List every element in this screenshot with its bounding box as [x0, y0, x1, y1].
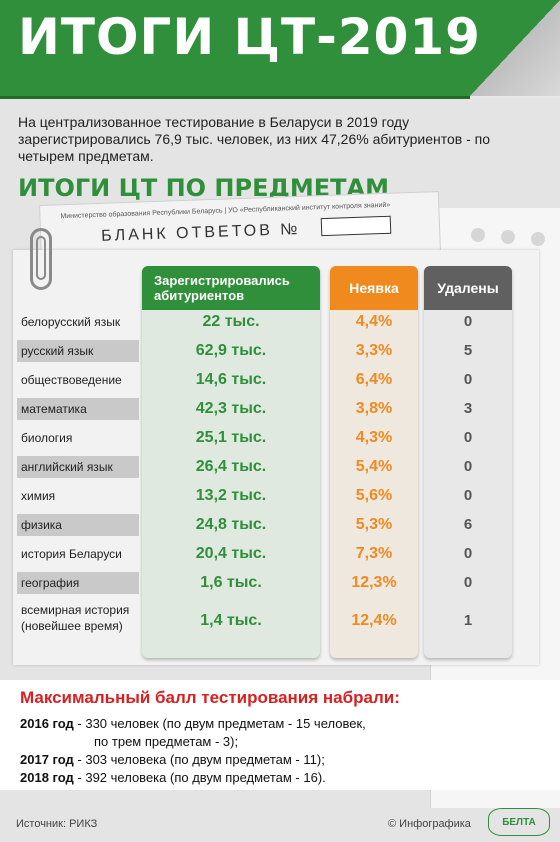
- absent-value: 12,3%: [351, 574, 397, 591]
- table-row: физика 24,8 тыс. 5,3% 6: [13, 512, 539, 541]
- sheet-hole: [471, 228, 485, 242]
- subject-name: химия: [21, 489, 56, 503]
- absent-value: 4,3%: [355, 429, 393, 446]
- registered-value: 14,6 тыс.: [195, 371, 267, 388]
- subject-name: физика: [21, 518, 62, 532]
- intro-text: На централизованное тестирование в Белар…: [18, 114, 491, 164]
- registered-value: 1,6 тыс.: [200, 574, 262, 591]
- sheet-hole: [531, 232, 545, 246]
- subject-name: обществоведение: [21, 373, 122, 387]
- absent-value: 3,8%: [355, 400, 393, 417]
- absent-value: 5,4%: [355, 458, 393, 475]
- removed-column: [424, 266, 512, 658]
- row-highlight: [17, 572, 139, 594]
- registered-value: 22 тыс.: [202, 313, 260, 330]
- registered-value: 1,4 тыс.: [200, 612, 262, 629]
- removed-value: 0: [463, 371, 473, 388]
- registered-column: [142, 266, 320, 658]
- max-score-text: - 330 человек (по двум предметам - 15 че…: [73, 716, 366, 731]
- title-band: [0, 0, 470, 96]
- table-row: география 1,6 тыс. 12,3% 0: [13, 570, 539, 599]
- row-highlight: [17, 456, 139, 478]
- table-row: химия 13,2 тыс. 5,6% 0: [13, 483, 539, 512]
- absent-value: 7,3%: [355, 545, 393, 562]
- max-score-line: по трем предметам - 3);: [94, 734, 238, 749]
- title-corner: [470, 0, 560, 96]
- subject-name: русский язык: [21, 344, 94, 358]
- row-highlight: [17, 514, 139, 536]
- table-row: история Беларуси 20,4 тыс. 7,3% 0: [13, 541, 539, 570]
- sheet-number-box: [320, 215, 392, 237]
- max-score-title: Максимальный балл тестирования набрали:: [20, 688, 400, 707]
- max-score-line: 2018 год - 392 человека (по двум предмет…: [20, 770, 326, 785]
- absent-column: [330, 266, 418, 658]
- sheet-title: БЛАНК ОТВЕТОВ №: [100, 220, 301, 245]
- paperclip-inner: [36, 236, 46, 280]
- year-label: 2016 год: [20, 716, 74, 731]
- removed-value: 0: [463, 429, 473, 446]
- registered-value: 13,2 тыс.: [195, 487, 267, 504]
- table-row: обществоведение 14,6 тыс. 6,4% 0: [13, 367, 539, 396]
- table-row: английский язык 26,4 тыс. 5,4% 0: [13, 454, 539, 483]
- table-row: биология 25,1 тыс. 4,3% 0: [13, 425, 539, 454]
- removed-value: 5: [463, 342, 473, 359]
- max-score-line: 2016 год - 330 человек (по двум предмета…: [20, 716, 366, 731]
- registered-value: 62,9 тыс.: [195, 342, 267, 359]
- absent-value: 5,3%: [355, 516, 393, 533]
- header-absent: Неявка: [330, 266, 418, 310]
- year-label: 2018 год: [20, 770, 74, 785]
- header-removed: Удалены: [424, 266, 512, 310]
- subject-name: история Беларуси: [21, 547, 122, 561]
- removed-value: 0: [463, 487, 473, 504]
- table-row: русский язык 62,9 тыс. 3,3% 5: [13, 338, 539, 367]
- absent-value: 12,4%: [351, 612, 397, 629]
- sheet-hole: [501, 230, 515, 244]
- subject-name: английский язык: [21, 460, 113, 474]
- registered-value: 25,1 тыс.: [195, 429, 267, 446]
- removed-value: 3: [463, 400, 473, 417]
- copyright-text: © Инфографика: [388, 818, 471, 830]
- absent-value: 6,4%: [355, 371, 393, 388]
- removed-value: 0: [463, 574, 473, 591]
- source-text: Источник: РИКЗ: [16, 818, 98, 830]
- page-title: ИТОГИ ЦТ-2019: [18, 8, 481, 66]
- max-score-section: [0, 680, 560, 790]
- absent-value: 5,6%: [355, 487, 393, 504]
- registered-value: 42,3 тыс.: [195, 400, 267, 417]
- absent-value: 4,4%: [355, 313, 393, 330]
- removed-value: 0: [463, 545, 473, 562]
- header-registered: Зарегистрировались абитуриентов: [142, 266, 320, 310]
- subject-name: биология: [21, 431, 73, 445]
- max-score-line: 2017 год - 303 человека (по двум предмет…: [20, 752, 325, 767]
- belta-logo: БЕЛТА: [488, 808, 550, 836]
- max-score-text: по трем предметам - 3);: [94, 734, 239, 749]
- table-row: всемирная история (новейшее время) 1,4 т…: [13, 602, 539, 642]
- subject-name: география: [21, 576, 80, 590]
- subject-name-line2: (новейшее время): [21, 619, 123, 633]
- subject-name: математика: [21, 402, 87, 416]
- removed-value: 0: [463, 458, 473, 475]
- row-highlight: [17, 398, 139, 420]
- max-score-text: - 303 человека (по двум предметам - 11);: [73, 752, 325, 767]
- table-row: белорусский язык 22 тыс. 4,4% 0: [13, 309, 539, 338]
- paperclip-icon: [30, 228, 52, 290]
- subject-name: всемирная история (новейшее время): [21, 602, 129, 634]
- subject-name-line1: всемирная история: [21, 603, 130, 617]
- registered-value: 20,4 тыс.: [195, 545, 267, 562]
- table-row: математика 42,3 тыс. 3,8% 3: [13, 396, 539, 425]
- removed-value: 1: [463, 612, 473, 629]
- subject-name: белорусский язык: [21, 315, 121, 329]
- absent-value: 3,3%: [355, 342, 393, 359]
- removed-value: 6: [463, 516, 473, 533]
- year-label: 2017 год: [20, 752, 74, 767]
- max-score-text: - 392 человека (по двум предметам - 16).: [73, 770, 326, 785]
- registered-value: 24,8 тыс.: [195, 516, 267, 533]
- row-highlight: [17, 340, 139, 362]
- removed-value: 0: [463, 313, 473, 330]
- registered-value: 26,4 тыс.: [195, 458, 267, 475]
